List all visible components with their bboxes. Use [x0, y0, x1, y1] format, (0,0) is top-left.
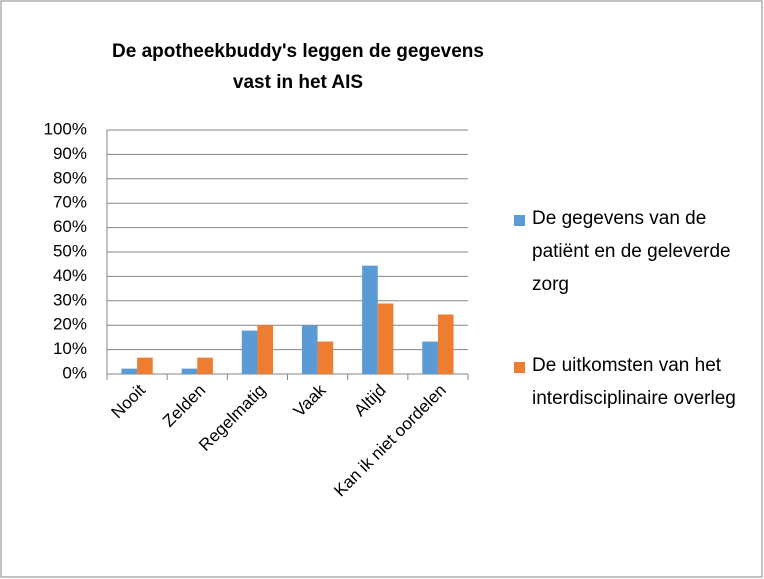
x-tick-label: Altijd [350, 381, 389, 420]
x-tick-label: Nooit [108, 380, 150, 422]
y-tick-label: 30% [53, 290, 87, 309]
bar [377, 303, 394, 374]
y-tick-label: 80% [53, 168, 87, 187]
y-tick-label: 50% [53, 241, 87, 260]
y-tick-label: 60% [53, 217, 87, 236]
bar [362, 265, 378, 374]
legend-label: De uitkomsten van het interdisciplinaire… [532, 355, 736, 409]
y-tick-label: 70% [53, 193, 87, 212]
bar [437, 314, 454, 374]
bar [317, 341, 334, 374]
bar [301, 325, 318, 374]
y-tick-label: 10% [53, 339, 87, 358]
bar [197, 357, 213, 374]
y-tick-label: 100% [44, 119, 87, 138]
bar [181, 368, 198, 374]
legend-entry: De uitkomsten van het interdisciplinaire… [514, 349, 744, 415]
y-tick-label: 40% [53, 266, 87, 285]
bar [137, 357, 153, 374]
legend-label: De gegevens van de patiënt en de gelever… [532, 208, 731, 295]
x-tick-label: Vaak [290, 380, 330, 420]
x-tick-label: Zelden [159, 381, 209, 431]
y-tick-label: 20% [53, 315, 87, 334]
chart-title: De apotheekbuddy's leggen de gegevens va… [112, 41, 484, 93]
bar [422, 341, 438, 374]
bar [257, 325, 274, 374]
y-tick-label: 0% [62, 363, 87, 382]
y-tick-label: 90% [53, 144, 87, 163]
x-tick-label: Kan ik niet oordelen [330, 381, 450, 501]
legend-swatch [514, 215, 525, 226]
legend-entry: De gegevens van de patiënt en de gelever… [514, 202, 744, 301]
bar [241, 330, 258, 374]
bar [121, 368, 138, 374]
legend-swatch [514, 362, 525, 373]
